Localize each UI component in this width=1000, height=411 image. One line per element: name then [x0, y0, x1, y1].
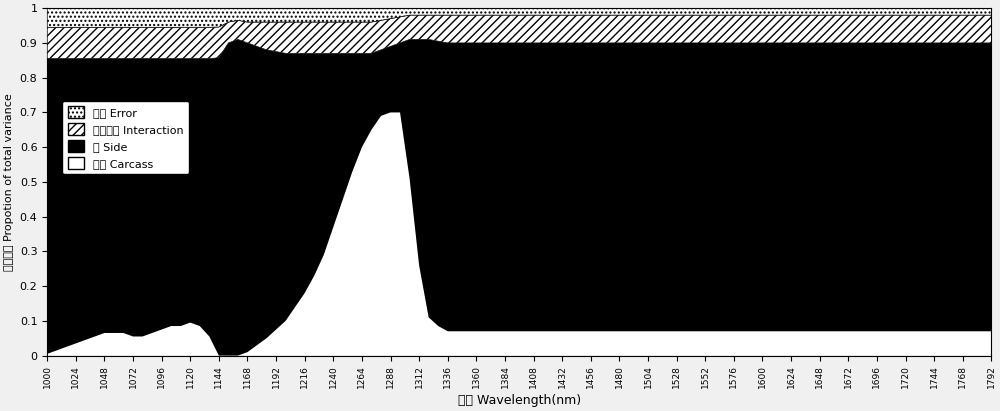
Y-axis label: 方差比率 Propotion of total variance: 方差比率 Propotion of total variance: [4, 93, 14, 271]
X-axis label: 波长 Wavelength(nm): 波长 Wavelength(nm): [458, 394, 581, 407]
Legend: 误差 Error, 交互作用 Interaction, 侧 Side, 胴体 Carcass: 误差 Error, 交互作用 Interaction, 侧 Side, 胴体 C…: [62, 101, 189, 174]
